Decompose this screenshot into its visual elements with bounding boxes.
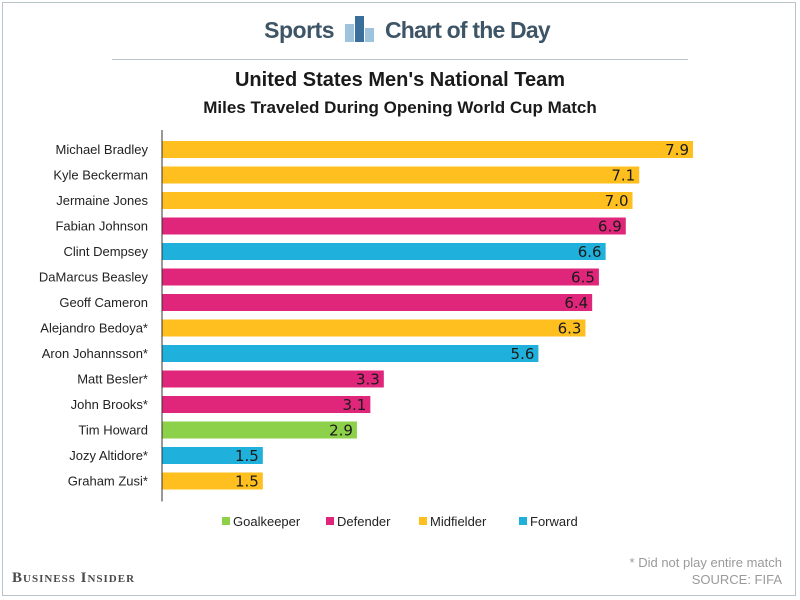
chart-title: United States Men's National Team [234, 69, 565, 91]
source-note: SOURCE: FIFA [691, 572, 782, 587]
bar [162, 217, 626, 235]
bar [162, 141, 693, 158]
value-label: 1.5 [235, 447, 259, 465]
bar [162, 166, 640, 184]
bar [162, 319, 586, 337]
value-label: 7.0 [605, 192, 629, 210]
value-label: 1.5 [235, 473, 259, 491]
legend-label: Goalkeeper [233, 514, 301, 529]
legend-label: Midfielder [430, 514, 487, 529]
bar [162, 268, 599, 286]
category-label: Clint Dempsey [63, 244, 148, 259]
bar [162, 447, 263, 464]
header: Sports Chart of the Day [0, 12, 800, 60]
header-divider [112, 59, 688, 60]
bar [162, 294, 593, 311]
category-label: Alejandro Bedoya* [40, 321, 148, 336]
value-label: 6.9 [598, 218, 622, 236]
bar [162, 243, 606, 260]
value-label: 6.4 [564, 294, 588, 312]
bar-chart-icon [345, 16, 374, 42]
category-label: Jermaine Jones [56, 193, 148, 208]
bar [162, 396, 371, 413]
value-label: 5.6 [511, 345, 535, 363]
category-label: Graham Zusi* [68, 474, 148, 489]
category-label: Michael Bradley [56, 142, 149, 157]
category-label: Kyle Beckerman [53, 168, 148, 183]
category-label: Tim Howard [78, 423, 148, 438]
legend-label: Forward [530, 514, 578, 529]
value-label: 3.1 [343, 396, 367, 414]
value-label: 6.5 [571, 269, 595, 287]
bar [162, 472, 263, 490]
value-label: 3.3 [356, 371, 380, 389]
bar [162, 370, 384, 388]
value-label: 7.9 [665, 141, 689, 159]
value-label: 6.3 [558, 320, 582, 338]
value-label: 7.1 [611, 167, 635, 185]
header-section-label: Sports [264, 17, 334, 43]
category-label: Geoff Cameron [59, 295, 148, 310]
legend-label: Defender [337, 514, 391, 529]
footnote: * Did not play entire match [629, 555, 782, 570]
category-label: John Brooks* [71, 397, 148, 412]
chart-subtitle: Miles Traveled During Opening World Cup … [203, 98, 597, 117]
bar [162, 421, 357, 439]
category-label: Matt Besler* [77, 372, 148, 387]
category-label: Aron Johannsson* [42, 346, 148, 361]
header-series-label: Chart of the Day [385, 17, 551, 43]
brand-logo: Business Insider [12, 570, 136, 586]
category-label: Fabian Johnson [55, 219, 148, 234]
legend-swatch [222, 517, 230, 525]
category-label: DaMarcus Beasley [39, 270, 149, 285]
bar [162, 192, 633, 209]
value-label: 6.6 [578, 243, 602, 261]
legend-swatch [326, 517, 334, 525]
bar [162, 345, 539, 362]
category-label: Jozy Altidore* [69, 448, 148, 463]
legend-swatch [519, 517, 527, 525]
value-label: 2.9 [329, 422, 353, 440]
legend-swatch [419, 517, 427, 525]
